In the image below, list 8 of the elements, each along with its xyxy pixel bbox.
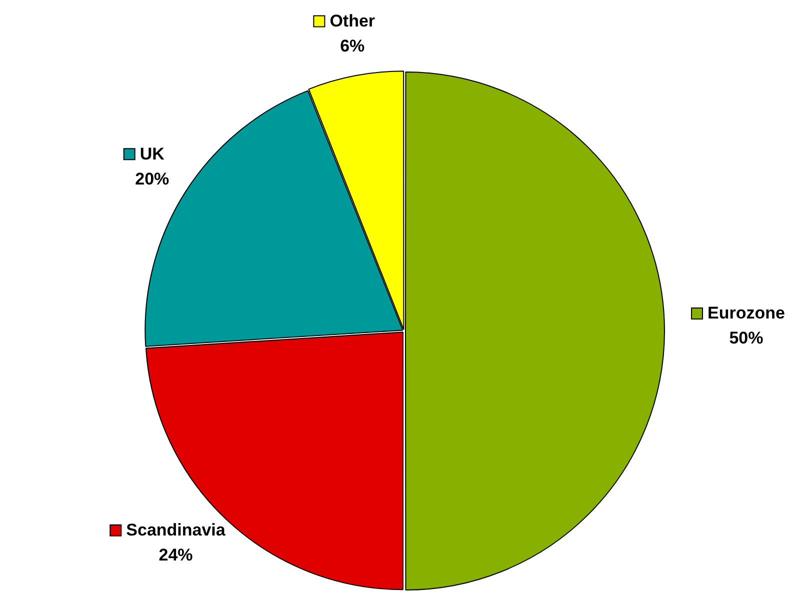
legend-label: UK bbox=[140, 144, 166, 164]
legend-label: Scandinavia bbox=[126, 520, 226, 540]
legend-label: Other bbox=[330, 11, 376, 30]
data-label: 50% bbox=[729, 328, 764, 348]
data-label: 6% bbox=[340, 36, 365, 56]
data-label: 20% bbox=[135, 169, 170, 188]
legend-label: Eurozone bbox=[708, 304, 785, 323]
data-label: 24% bbox=[158, 546, 193, 565]
